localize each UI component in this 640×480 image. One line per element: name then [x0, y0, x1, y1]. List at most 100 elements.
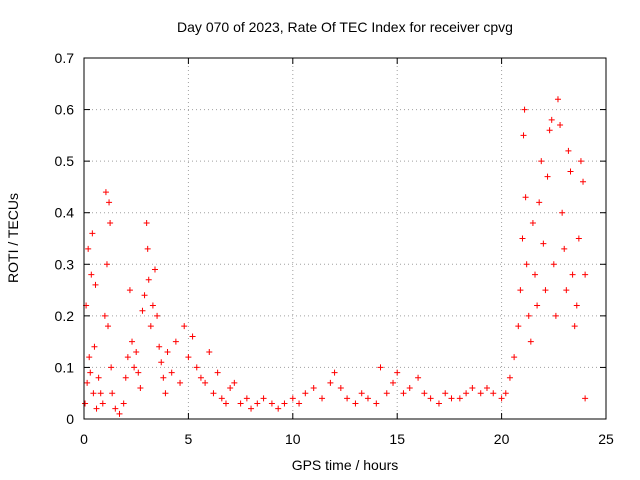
data-point [126, 287, 133, 294]
data-point [109, 390, 116, 397]
data-point [139, 307, 146, 314]
data-point [448, 395, 455, 402]
data-point [105, 323, 112, 330]
y-tick-label: 0.7 [55, 50, 75, 66]
y-tick-label: 0.5 [55, 153, 75, 169]
data-point [525, 312, 532, 319]
data-point [544, 173, 551, 180]
x-tick-label: 25 [598, 431, 614, 447]
data-point [331, 369, 338, 376]
data-point [490, 390, 497, 397]
data-point [92, 281, 99, 288]
data-point [275, 405, 282, 412]
data-point [498, 395, 505, 402]
data-point [145, 276, 152, 283]
y-tick-label: 0.4 [55, 205, 75, 221]
x-tick-label: 10 [285, 431, 301, 447]
data-point [85, 245, 92, 252]
data-point [135, 369, 142, 376]
data-point [172, 338, 179, 345]
data-point [554, 96, 561, 103]
data-point [131, 364, 138, 371]
data-point [575, 235, 582, 242]
y-tick-label: 0.2 [55, 308, 75, 324]
data-point [193, 364, 200, 371]
x-axis-title: GPS time / hours [292, 457, 399, 473]
data-point [133, 348, 140, 355]
data-point [289, 395, 296, 402]
data-point [202, 379, 209, 386]
data-point [102, 189, 109, 196]
data-point [302, 390, 309, 397]
data-point [268, 400, 275, 407]
x-tick-label: 0 [80, 431, 88, 447]
data-point [559, 209, 566, 216]
data-point [95, 374, 102, 381]
data-point [337, 385, 344, 392]
data-point [120, 400, 127, 407]
data-point [550, 261, 557, 268]
data-point [260, 395, 267, 402]
data-point [181, 323, 188, 330]
data-point [231, 379, 238, 386]
data-point [185, 354, 192, 361]
data-point [310, 385, 317, 392]
data-point [390, 379, 397, 386]
data-point [89, 230, 96, 237]
data-point [557, 122, 564, 129]
data-point [383, 390, 390, 397]
data-point [160, 374, 167, 381]
data-point [542, 287, 549, 294]
data-point [137, 385, 144, 392]
data-point [421, 390, 428, 397]
plot-frame [83, 57, 607, 420]
data-point [158, 359, 165, 366]
data-point [519, 235, 526, 242]
data-point [99, 400, 106, 407]
data-point [521, 106, 528, 113]
data-point [162, 390, 169, 397]
data-point [177, 379, 184, 386]
data-point [569, 271, 576, 278]
data-point [520, 132, 527, 139]
data-point [571, 323, 578, 330]
data-point [527, 338, 534, 345]
data-point [534, 302, 541, 309]
data-point [400, 390, 407, 397]
data-point [154, 312, 161, 319]
data-point [515, 323, 522, 330]
data-point [442, 390, 449, 397]
data-point [103, 261, 110, 268]
data-point [214, 369, 221, 376]
data-point [149, 302, 156, 309]
data-point [106, 199, 113, 206]
data-point [156, 343, 163, 350]
data-point [532, 271, 539, 278]
data-point [469, 385, 476, 392]
data-point [112, 405, 119, 412]
data-point [189, 333, 196, 340]
data-point [523, 261, 530, 268]
data-point [147, 323, 154, 330]
data-point [206, 348, 213, 355]
data-point [82, 400, 89, 407]
data-point [86, 354, 93, 361]
data-point [563, 287, 570, 294]
data-point [538, 158, 545, 165]
x-tick-label: 20 [494, 431, 510, 447]
data-point [406, 385, 413, 392]
data-point [129, 338, 136, 345]
data-point [108, 364, 115, 371]
data-point [567, 168, 574, 175]
data-points [82, 96, 589, 417]
data-point [456, 395, 463, 402]
data-point [511, 354, 518, 361]
data-point [141, 292, 148, 299]
data-point [522, 194, 529, 201]
data-point [435, 400, 442, 407]
data-point [197, 374, 204, 381]
data-point [358, 390, 365, 397]
data-point [546, 127, 553, 134]
data-point [144, 245, 151, 252]
grid-lines [84, 58, 606, 419]
